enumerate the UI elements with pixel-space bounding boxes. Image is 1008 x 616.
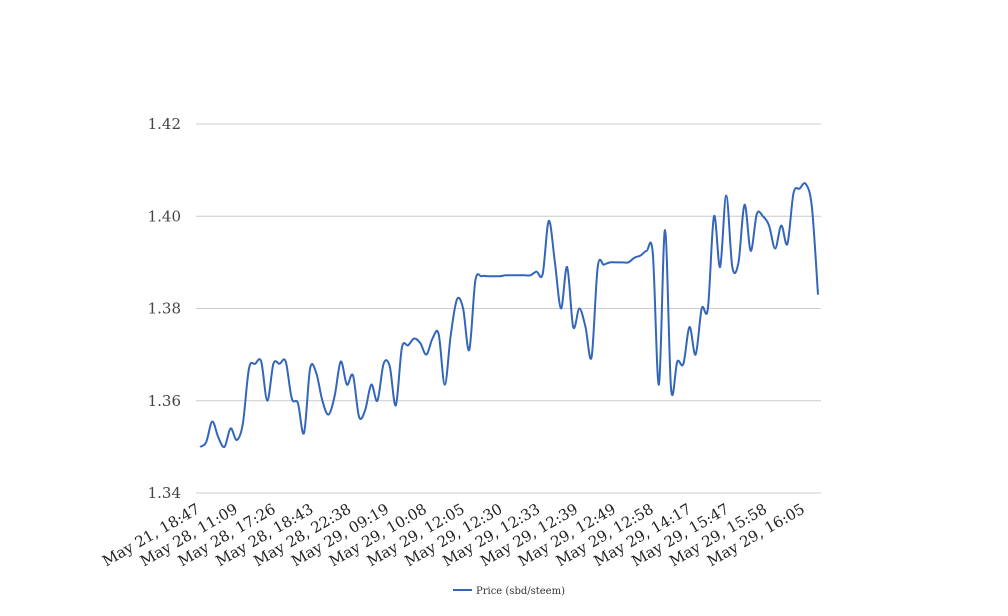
y-tick-label: 1.36 xyxy=(148,392,181,410)
grid-lines xyxy=(196,123,821,494)
y-tick-label: 1.34 xyxy=(148,484,181,502)
y-tick-label: 1.42 xyxy=(148,115,181,133)
series-line xyxy=(199,182,819,449)
y-tick-label: 1.40 xyxy=(148,207,181,225)
y-tick-label: 1.38 xyxy=(148,300,181,318)
legend-label: Price (sbd/steem) xyxy=(476,586,565,597)
y-axis-ticks: 1.34 1.36 1.38 1.40 1.42 xyxy=(148,115,181,502)
plot-area xyxy=(199,182,819,449)
legend: Price (sbd/steem) xyxy=(453,586,565,597)
